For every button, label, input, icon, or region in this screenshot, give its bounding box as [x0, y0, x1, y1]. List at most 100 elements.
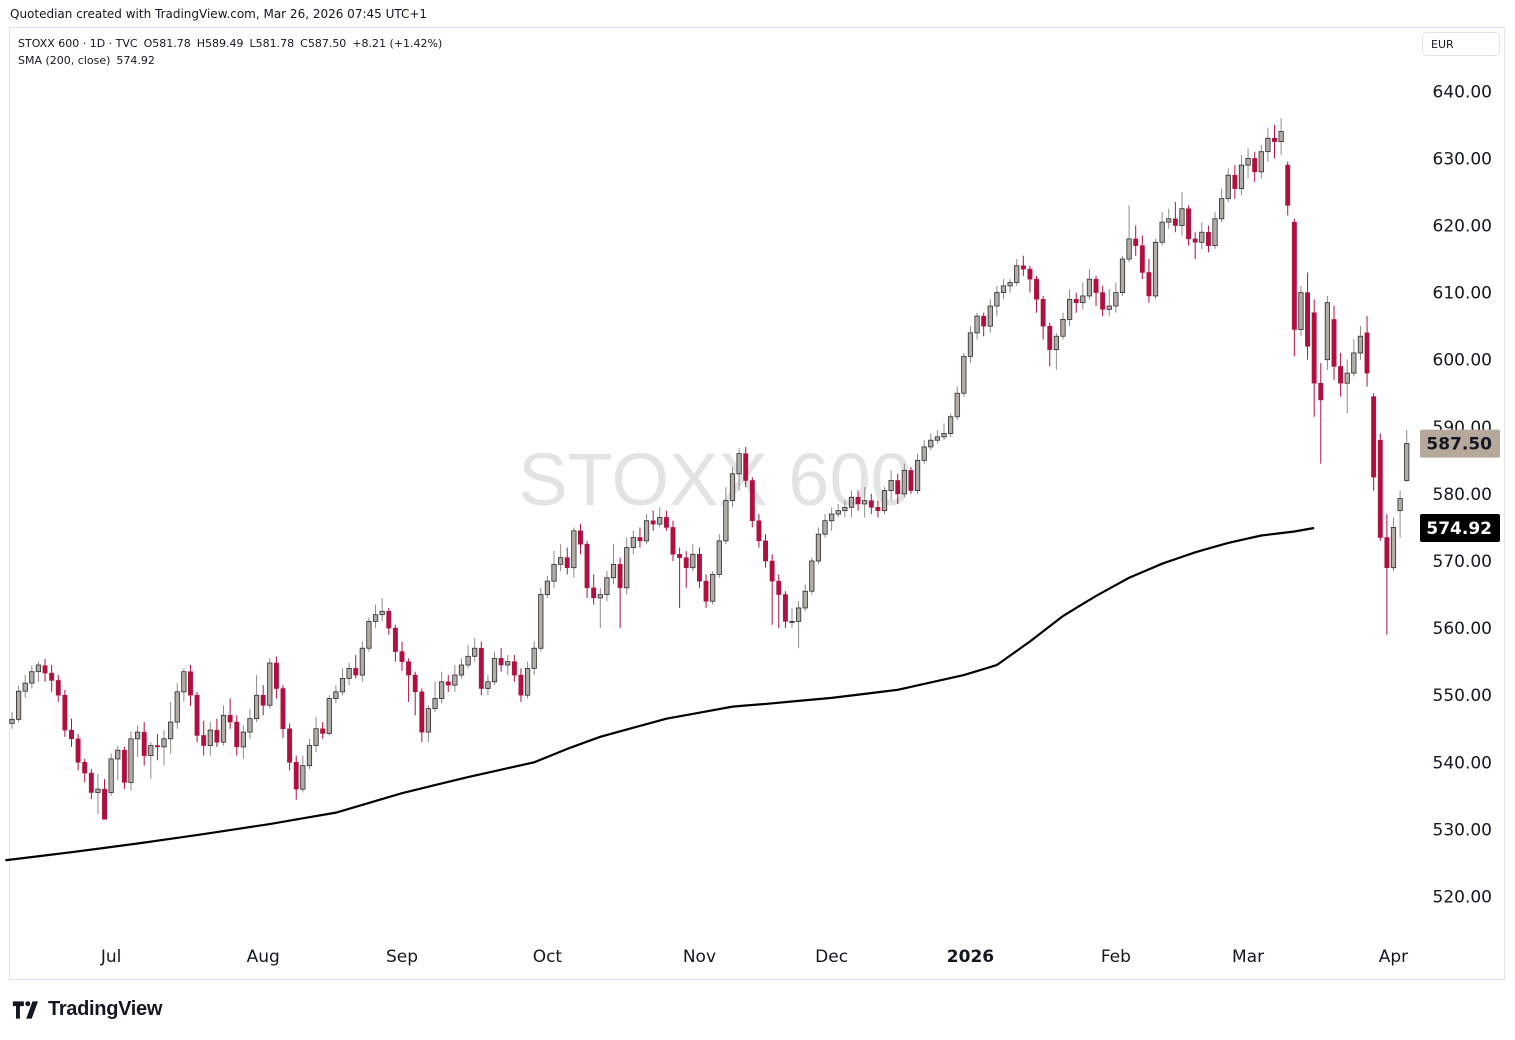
candle-body: [511, 661, 517, 676]
candle-body: [214, 729, 220, 743]
candle: [531, 641, 537, 676]
candle: [1291, 218, 1297, 357]
candle: [505, 654, 511, 676]
candle-body: [617, 564, 623, 589]
indicator-name[interactable]: SMA (200, close): [18, 54, 111, 67]
candle-body: [1318, 382, 1324, 401]
candle: [1093, 275, 1099, 307]
candle: [630, 530, 636, 555]
candle: [934, 430, 941, 444]
candle-body: [1047, 325, 1053, 350]
y-tick-label: 620.00: [1433, 217, 1492, 237]
candle: [1000, 279, 1007, 300]
candle: [650, 510, 656, 531]
candle-body: [584, 543, 590, 589]
candle-body: [604, 577, 610, 595]
symbol-label[interactable]: STOXX 600 · 1D · TVC: [18, 37, 138, 50]
candle-body: [630, 537, 636, 548]
candle-body: [967, 332, 974, 357]
candle-body: [723, 500, 729, 542]
candle-body: [901, 470, 907, 495]
candle: [848, 490, 855, 518]
candle: [22, 675, 28, 698]
candle-body: [1305, 292, 1311, 347]
candle: [1034, 275, 1039, 313]
candle: [419, 688, 425, 743]
candle: [1364, 316, 1370, 387]
candle-body: [1172, 218, 1178, 226]
candle-body: [1060, 319, 1066, 337]
candle-body: [981, 315, 987, 327]
candle: [1311, 299, 1317, 417]
candle: [306, 738, 313, 770]
candle: [214, 718, 220, 747]
candle-body: [366, 620, 372, 649]
currency-button[interactable]: EUR: [1422, 32, 1500, 56]
candle: [822, 514, 828, 538]
candle: [95, 773, 101, 814]
candle: [974, 312, 980, 340]
chart-legend: STOXX 600 · 1D · TVC O581.78 H589.49 L581.7…: [18, 35, 448, 69]
candle-body: [1225, 174, 1231, 200]
candle-body: [134, 731, 141, 740]
candle: [901, 463, 907, 498]
candle: [1225, 168, 1231, 203]
indicator-legend-row: SMA (200, close) 574.92: [18, 52, 448, 69]
candle: [1272, 124, 1277, 159]
candle-body: [227, 715, 233, 723]
candle: [240, 725, 246, 759]
candle-body: [921, 446, 927, 461]
high-value: H589.49: [196, 37, 244, 50]
candle: [161, 730, 167, 766]
candle-body: [88, 772, 94, 793]
candle-body: [643, 520, 650, 542]
candle: [643, 514, 650, 545]
candle-body: [1152, 241, 1159, 297]
candle-body: [544, 580, 551, 595]
candle-body: [491, 657, 498, 683]
candle: [1252, 151, 1258, 182]
candle-body: [1351, 352, 1357, 374]
candle: [1086, 269, 1093, 300]
candle: [16, 685, 22, 723]
candle-body: [161, 738, 167, 748]
candle-body: [458, 664, 465, 676]
candle-body: [1034, 278, 1039, 300]
candle-body: [505, 661, 511, 666]
candle: [478, 641, 484, 696]
candle-body: [868, 500, 874, 508]
candle-body: [1344, 372, 1350, 384]
candle: [1139, 235, 1145, 280]
sma-value-label-text: 574.92: [1426, 519, 1492, 539]
candle-body: [914, 459, 921, 491]
candle-body: [326, 698, 332, 734]
candle: [1179, 191, 1185, 236]
candle: [399, 641, 405, 672]
y-tick-label: 580.00: [1433, 485, 1492, 505]
candle: [881, 487, 888, 515]
candle-body: [313, 728, 319, 746]
candle-body: [848, 496, 855, 508]
candle: [108, 753, 114, 796]
candle-body: [1384, 537, 1390, 568]
candle: [1377, 433, 1383, 541]
candle-body: [148, 745, 154, 756]
candle: [1305, 272, 1311, 360]
candle-body: [406, 661, 412, 676]
candle-body: [472, 647, 478, 657]
candle: [1265, 128, 1271, 162]
candle: [1053, 332, 1059, 370]
candle: [1285, 161, 1291, 216]
y-tick-label: 560.00: [1433, 619, 1492, 639]
candle-body: [465, 655, 471, 666]
chart-pane[interactable]: [9, 27, 1505, 980]
candle-body: [1285, 164, 1291, 206]
x-tick-label: 2026: [947, 947, 994, 967]
candle-body: [128, 738, 134, 783]
x-tick-label: Aug: [247, 947, 280, 967]
x-tick-label: Feb: [1101, 947, 1131, 967]
candle: [1047, 322, 1053, 367]
candle: [168, 701, 174, 754]
candle: [524, 661, 531, 699]
